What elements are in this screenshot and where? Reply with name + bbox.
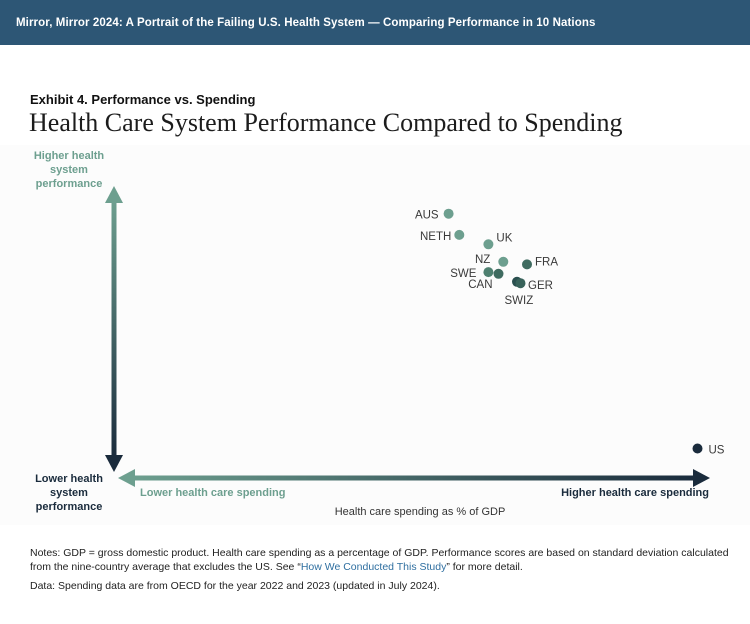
point-fra <box>522 259 532 270</box>
point-label-can: CAN <box>468 279 492 291</box>
x-axis-title: Health care spending as % of GDP <box>334 506 506 518</box>
y-axis-low-label: Lower health system performance <box>35 473 103 513</box>
y-axis-arrow-down <box>105 455 123 472</box>
notes-text: Notes: GDP = gross domestic product. Hea… <box>30 547 729 573</box>
point-aus <box>443 208 454 219</box>
point-label-fra: FRA <box>535 256 558 268</box>
point-swiz <box>515 278 526 289</box>
data-source: Data: Spending data are from OECD for th… <box>30 580 440 592</box>
methodology-link[interactable]: How We Conducted This Study <box>300 561 447 573</box>
y-axis-high-label: Higher health system performance <box>33 150 105 190</box>
point-uk <box>483 239 494 250</box>
point-us <box>692 443 703 454</box>
point-label-nz: NZ <box>475 254 490 266</box>
notes: Notes: GDP = gross domestic product. Hea… <box>30 546 740 574</box>
point-label-aus: AUS <box>415 210 439 222</box>
point-label-uk: UK <box>496 232 512 244</box>
point-swe <box>483 267 494 278</box>
point-can <box>493 268 504 279</box>
x-axis-high-label: Higher health care spending <box>561 487 709 499</box>
point-neth <box>454 229 465 240</box>
x-axis-arrow-left <box>118 469 135 487</box>
chart-area <box>0 145 750 525</box>
point-label-swiz: SWIZ <box>505 295 534 307</box>
exhibit-label: Exhibit 4. Performance vs. Spending <box>30 92 256 107</box>
axes <box>105 186 710 487</box>
point-label-swe: SWE <box>450 268 477 280</box>
header-banner: Mirror, Mirror 2024: A Portrait of the F… <box>0 0 750 45</box>
point-nz <box>498 256 509 267</box>
x-axis-line <box>132 475 697 481</box>
point-label-neth: NETH <box>420 231 451 243</box>
x-axis-arrow-right <box>693 469 710 487</box>
point-label-us: US <box>709 445 725 457</box>
y-axis-arrow-up <box>105 186 123 203</box>
x-axis-low-label: Lower health care spending <box>140 487 286 499</box>
y-axis-line <box>111 200 117 458</box>
notes-text-end: ” for more detail. <box>446 561 523 573</box>
page-title: Health Care System Performance Compared … <box>29 108 623 137</box>
point-label-ger: GER <box>528 280 553 292</box>
banner-title: Mirror, Mirror 2024: A Portrait of the F… <box>16 17 596 29</box>
